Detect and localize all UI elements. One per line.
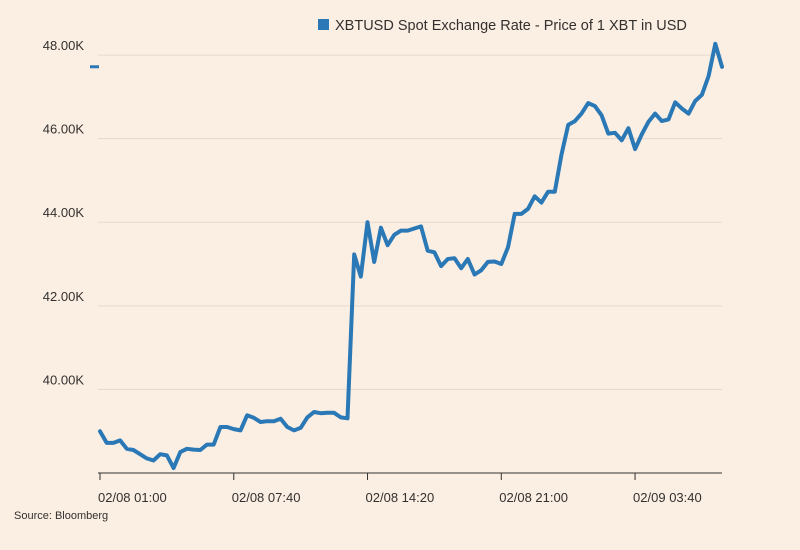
legend-swatch <box>318 19 329 30</box>
x-tick-label: 02/08 14:20 <box>366 490 435 505</box>
gridlines <box>98 54 722 390</box>
series-line-xbtusd <box>98 41 724 470</box>
source-note: Source: Bloomberg <box>14 510 109 522</box>
y-tick-label: 42.00K <box>43 289 85 304</box>
x-tick-label: 02/08 01:00 <box>98 490 167 505</box>
x-axis: 02/08 01:00 02/08 07:40 02/08 14:20 02/08 2… <box>98 473 702 505</box>
y-tick-label: 44.00K <box>43 205 85 220</box>
legend: XBTUSD Spot Exchange Rate - Price of 1 X… <box>318 18 687 34</box>
y-tick-label: 46.00K <box>43 122 85 137</box>
y-tick-label: 48.00K <box>43 38 85 53</box>
x-tick-label: 02/08 07:40 <box>232 490 301 505</box>
y-tick-label: 40.00K <box>43 372 85 387</box>
legend-label: XBTUSD Spot Exchange Rate - Price of 1 X… <box>335 18 687 34</box>
x-tick-label: 02/08 21:00 <box>499 490 568 505</box>
x-tick-label: 02/09 03:40 <box>633 490 702 505</box>
y-axis: 40.00K 42.00K 44.00K 46.00K 48.00K <box>43 38 85 387</box>
